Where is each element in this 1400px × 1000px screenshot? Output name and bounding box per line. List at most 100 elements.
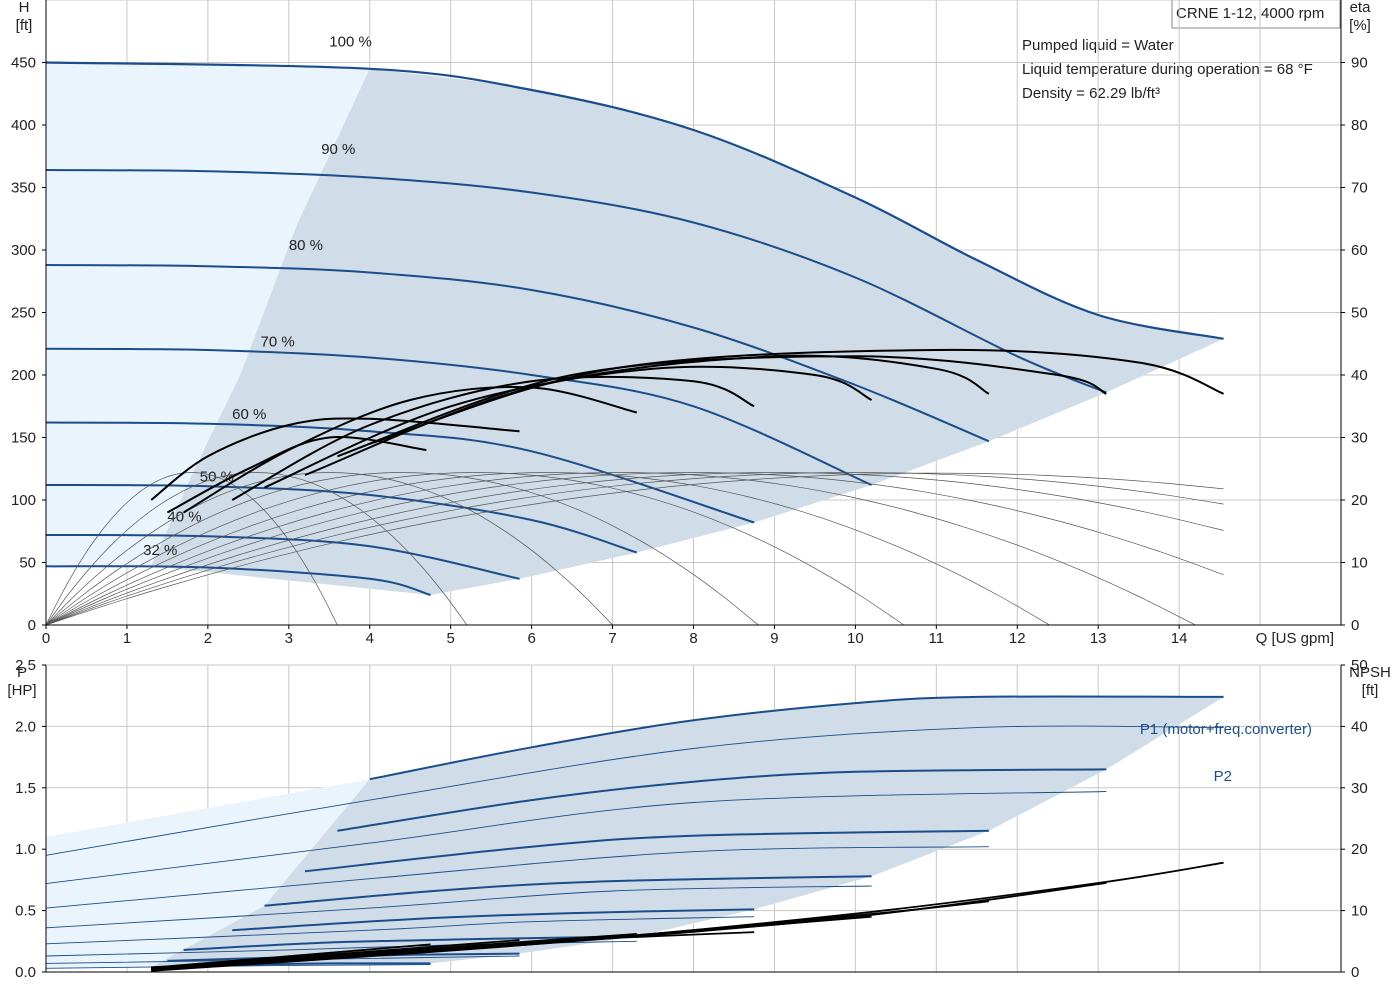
eta-construction-arc <box>45 472 338 626</box>
eta-curve <box>337 355 1107 458</box>
y-tick-label: 50 <box>19 555 36 572</box>
y-tick-label: 350 <box>11 180 36 197</box>
x-tick-label: 1 <box>123 630 131 647</box>
npsh-tick-label: 40 <box>1351 718 1368 735</box>
x-tick-label: 5 <box>447 630 455 647</box>
eta-construction-arc <box>45 472 1224 626</box>
x-tick-label: 11 <box>929 630 945 647</box>
head-panel: 100 %90 %80 %70 %60 %50 %40 %32 %0 1 2 3 4 5 6… <box>11 0 1371 647</box>
power-operating-region <box>151 696 1224 968</box>
p2-series-label: P2 <box>1214 768 1232 785</box>
p1-curve <box>337 768 1107 832</box>
npsh-tick-label: 30 <box>1351 780 1368 797</box>
y2-tick-label: 10 <box>1351 555 1368 572</box>
speed-label: 32 % <box>143 542 177 559</box>
speed-label: 80 % <box>289 237 323 254</box>
speed-label: 40 % <box>167 508 201 525</box>
power-axis-unit: [HP] <box>7 682 36 699</box>
npsh-tick-label: 50 <box>1351 657 1368 674</box>
speed-label: 100 % <box>329 33 372 50</box>
eta-construction-arc <box>45 472 1224 626</box>
y-tick-label: 0 <box>28 617 36 634</box>
npsh-tick-label: 20 <box>1351 841 1368 858</box>
flow-axis-title: Q [US gpm] <box>1256 630 1334 647</box>
p-tick-label: 0.0 <box>15 964 36 981</box>
power-axis-title: P <box>17 664 27 681</box>
x-tick-label: 0 <box>42 630 50 647</box>
head-curve-80 <box>45 264 990 443</box>
eta-axis-unit: [%] <box>1349 17 1371 34</box>
y-tick-label: 300 <box>11 242 36 259</box>
info-line-3: Density = 62.29 lb/ft³ <box>1022 85 1160 102</box>
p2-curve <box>45 964 431 969</box>
y2-tick-label: 30 <box>1351 430 1368 447</box>
p2-curve <box>45 885 872 929</box>
y2-tick-label: 80 <box>1351 117 1368 134</box>
head-curve-40 <box>45 533 520 580</box>
y2-tick-label: 60 <box>1351 242 1368 259</box>
head-curve-100 <box>45 61 1224 340</box>
head-curve-70 <box>45 347 873 486</box>
eta-curve <box>183 385 638 514</box>
y-tick-label: 100 <box>11 492 36 509</box>
p-tick-label: 2.0 <box>15 718 36 735</box>
speed-label: 70 % <box>260 333 294 350</box>
p2-curve <box>45 846 989 909</box>
y-tick-label: 200 <box>11 367 36 384</box>
eta-curve <box>231 375 755 501</box>
p1-curve <box>232 908 755 932</box>
head-light-region <box>46 62 370 567</box>
y-tick-label: 450 <box>11 55 36 72</box>
npsh-tick-label: 0 <box>1351 964 1359 981</box>
x-tick-label: 10 <box>847 630 864 647</box>
x-tick-label: 3 <box>285 630 293 647</box>
x-tick-label: 12 <box>1009 630 1026 647</box>
eta-construction-arc <box>45 472 759 626</box>
head-curve-90 <box>45 169 1107 394</box>
title-box <box>1171 0 1341 29</box>
npsh-axis-title: NPSH <box>1349 664 1391 681</box>
eta-construction-arc <box>45 472 1196 626</box>
y2-tick-label: 50 <box>1351 305 1368 322</box>
y2-tick-label: 90 <box>1351 55 1368 72</box>
speed-label: 60 % <box>232 406 266 423</box>
p2-curve <box>45 916 755 945</box>
y2-tick-label: 70 <box>1351 180 1368 197</box>
x-tick-label: 14 <box>1171 630 1188 647</box>
eta-construction-arc <box>45 472 1224 626</box>
eta-curve <box>264 365 873 489</box>
eta-construction-arc <box>45 472 468 626</box>
x-tick-label: 2 <box>204 630 212 647</box>
p1-curve <box>369 695 1224 781</box>
p-tick-label: 0.5 <box>15 903 36 920</box>
x-tick-label: 7 <box>608 630 616 647</box>
head-curve-60 <box>45 421 755 524</box>
x-tick-label: 6 <box>527 630 535 647</box>
y2-tick-label: 0 <box>1351 617 1359 634</box>
p1-curve <box>264 875 872 907</box>
eta-construction-arc <box>45 472 905 626</box>
head-axis-title: H <box>19 0 30 16</box>
head-axis-unit: [ft] <box>16 17 33 34</box>
power-panel: 0.0 0.5 1.0 1.5 2.0 2.5 0 10 20 30 40 50 P[HP] NPSH[f… <box>7 657 1390 981</box>
npsh-curve <box>151 943 431 969</box>
eta-construction-arc <box>45 472 1050 626</box>
x-tick-label: 8 <box>689 630 697 647</box>
p1-curve <box>183 935 637 951</box>
npsh-tick-label: 10 <box>1351 903 1368 920</box>
npsh-axis-unit: [ft] <box>1362 682 1379 699</box>
eta-construction-arc <box>45 472 1224 626</box>
y-tick-label: 400 <box>11 117 36 134</box>
y-tick-label: 150 <box>11 430 36 447</box>
p2-curve <box>45 725 1224 856</box>
head-operating-region <box>151 68 1224 595</box>
x-tick-label: 13 <box>1090 630 1107 647</box>
y-tick-label: 250 <box>11 305 36 322</box>
y2-tick-label: 20 <box>1351 492 1368 509</box>
x-tick-label: 4 <box>366 630 374 647</box>
power-light-region <box>46 779 370 969</box>
p-tick-label: 1.0 <box>15 841 36 858</box>
eta-curve <box>369 348 1224 445</box>
p1-series-label: P1 (motor+freq.converter) <box>1140 721 1312 738</box>
y2-tick-label: 40 <box>1351 367 1368 384</box>
